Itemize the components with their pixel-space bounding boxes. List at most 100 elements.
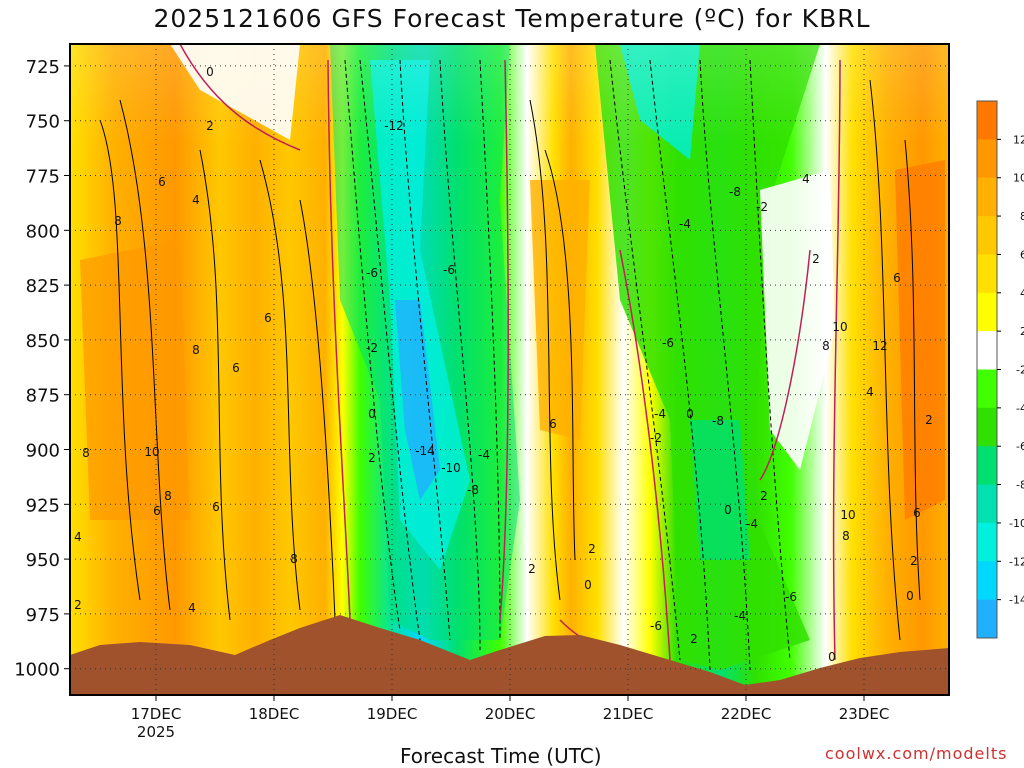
colorbar-label: 6 — [1020, 248, 1024, 261]
colorbar-swatch — [977, 216, 997, 255]
credit-link[interactable]: coolwx.com/modelts — [825, 744, 1008, 763]
contour-label: 4 — [74, 530, 82, 544]
contour-label: 8 — [82, 446, 90, 460]
contour-label: 6 — [158, 175, 166, 189]
contour-label: 8 — [822, 339, 830, 353]
colorbar-swatch — [977, 331, 997, 370]
colorbar-swatch — [977, 561, 997, 601]
colorbar-swatch — [977, 139, 997, 179]
colorbar-swatch — [977, 177, 997, 217]
contour-label: -4 — [679, 217, 691, 231]
chart-title: 2025121606 GFS Forecast Temperature (ºC)… — [153, 4, 871, 33]
y-tick-label: 800 — [26, 221, 60, 242]
contour-label: -4 — [746, 517, 758, 531]
colorbar-label: -4 — [1016, 402, 1024, 415]
contour-label: -2 — [650, 431, 662, 445]
contour-label: 8 — [290, 552, 298, 566]
y-tick-label: 975 — [26, 605, 60, 626]
contour-label: 4 — [866, 385, 874, 399]
contour-label: 0 — [368, 407, 376, 421]
y-tick-label: 875 — [26, 386, 60, 407]
colorbar-label: 10 — [1013, 172, 1024, 185]
y-tick-label: 775 — [26, 167, 60, 188]
contour-label: 2 — [206, 119, 214, 133]
x-tick-label: 21DEC — [603, 705, 654, 723]
colorbar-label: 12 — [1013, 133, 1024, 146]
contour-label: -4 — [478, 448, 490, 462]
contour-label: 0 — [686, 407, 694, 421]
contour-label: -2 — [756, 200, 768, 214]
x-tick-sublabel: 2025 — [137, 723, 175, 741]
contour-label: -12 — [384, 119, 404, 133]
contour-label: 2 — [690, 632, 698, 646]
contour-label: 12 — [872, 339, 887, 353]
colorbar-swatch — [977, 484, 997, 524]
temperature-field — [70, 44, 949, 695]
colorbar-label: -14 — [1009, 594, 1024, 607]
contour-label: -8 — [729, 185, 741, 199]
colorbar: 12 10 8 6 4 2 -2 -4 -6 -8 -10 -12 -14 — [976, 100, 1024, 639]
colorbar-swatch — [977, 254, 997, 294]
contour-label: 2 — [368, 451, 376, 465]
contour-label: 6 — [913, 506, 921, 520]
contour-label: 4 — [192, 193, 200, 207]
contour-label: 0 — [828, 650, 836, 664]
contour-label: 8 — [842, 529, 850, 543]
x-axis-label: Forecast Time (UTC) — [400, 744, 602, 768]
colorbar-label: 4 — [1020, 287, 1024, 300]
contour-label: -14 — [415, 444, 435, 458]
colorbar-swatch — [977, 407, 997, 447]
contour-label: 2 — [528, 562, 536, 576]
contour-label: -6 — [366, 266, 378, 280]
grid-lines — [70, 44, 949, 695]
contour-label: 2 — [760, 489, 768, 503]
contour-label: 10 — [832, 320, 847, 334]
contour-label: -8 — [712, 414, 724, 428]
contour-label: -10 — [441, 461, 461, 475]
y-tick-label: 900 — [26, 441, 60, 462]
y-tick-label: 725 — [26, 57, 60, 78]
contour-label: 2 — [588, 542, 596, 556]
contour-label: -4 — [734, 609, 746, 623]
contour-label: 10 — [144, 445, 159, 459]
y-tick-label: 750 — [26, 112, 60, 133]
y-tick-label: 950 — [26, 550, 60, 571]
colorbar-swatch — [977, 101, 997, 140]
x-tick-label: 23DEC — [839, 705, 890, 723]
x-tick-label: 18DEC — [249, 705, 300, 723]
y-tick-label: 925 — [26, 495, 60, 516]
x-tick-label: 17DEC — [131, 705, 182, 723]
colorbar-label: 8 — [1020, 210, 1024, 223]
contour-label: -2 — [366, 341, 378, 355]
contour-label: 6 — [893, 271, 901, 285]
y-tick-label: 1000 — [14, 660, 60, 681]
colorbar-swatch — [977, 369, 997, 409]
contour-label: 2 — [910, 554, 918, 568]
colorbar-label: -6 — [1016, 440, 1024, 453]
contour-label: 10 — [840, 508, 855, 522]
contour-label: -4 — [654, 407, 666, 421]
contour-label: 2 — [925, 413, 933, 427]
colorbar-label: -10 — [1009, 517, 1024, 530]
contour-label: 6 — [153, 504, 161, 518]
contour-label: 2 — [812, 252, 820, 266]
colorbar-swatch — [977, 522, 997, 562]
colorbar-swatch — [977, 446, 997, 486]
contour-label: 2 — [74, 598, 82, 612]
colorbar-label: 2 — [1020, 325, 1024, 338]
colorbar-label: -12 — [1009, 555, 1024, 568]
contour-label: 6 — [232, 361, 240, 375]
contour-label: 4 — [188, 601, 196, 615]
contour-label: -6 — [785, 590, 797, 604]
contour-label: 0 — [724, 503, 732, 517]
x-tick-label: 19DEC — [367, 705, 418, 723]
contour-label: 0 — [906, 589, 914, 603]
colorbar-label: -8 — [1016, 479, 1024, 492]
contour-label: 0 — [206, 65, 214, 79]
y-tick-label: 825 — [26, 276, 60, 297]
contour-label: -8 — [467, 483, 479, 497]
contour-label: 6 — [264, 311, 272, 325]
contour-label: 8 — [114, 214, 122, 228]
